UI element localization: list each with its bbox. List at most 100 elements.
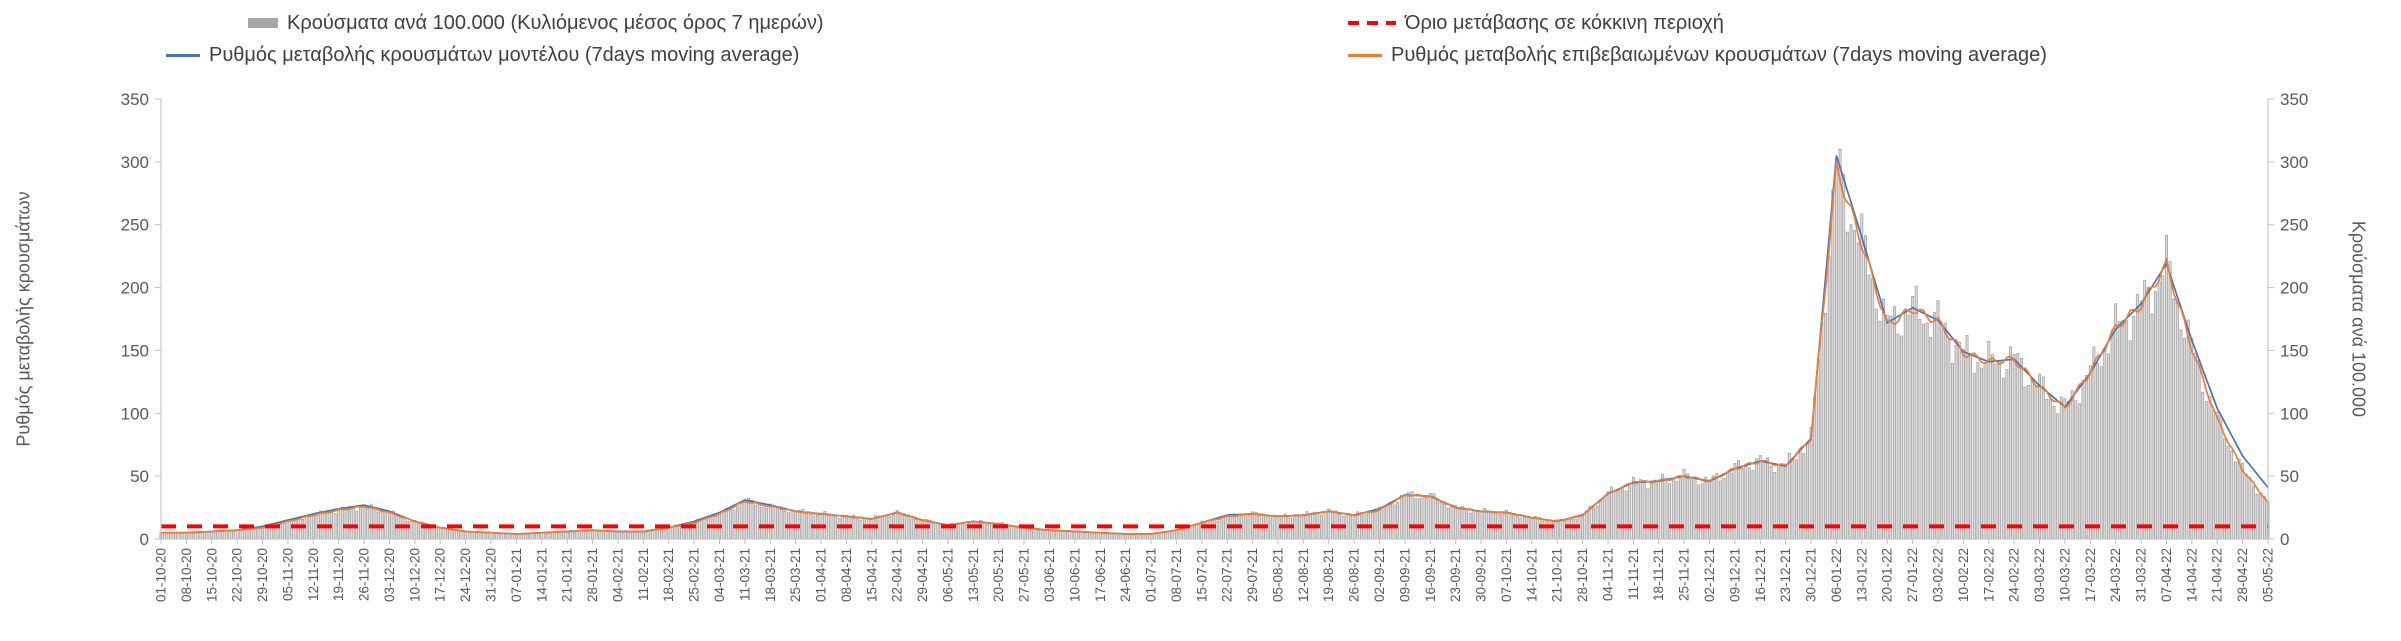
svg-text:26-08-21: 26-08-21 bbox=[1347, 548, 1362, 602]
svg-text:01-04-21: 01-04-21 bbox=[814, 548, 829, 602]
svg-text:27-05-21: 27-05-21 bbox=[1017, 548, 1032, 602]
legend-item-cases-bar: Κρούσματα ανά 100.000 (Κυλιόμενος μέσος … bbox=[248, 11, 824, 35]
svg-text:22-07-21: 22-07-21 bbox=[1220, 548, 1235, 602]
svg-text:23-09-21: 23-09-21 bbox=[1448, 548, 1463, 602]
svg-text:250: 250 bbox=[121, 216, 149, 235]
svg-text:150: 150 bbox=[121, 341, 149, 360]
svg-text:300: 300 bbox=[121, 153, 149, 172]
confirmed-rate-line bbox=[160, 161, 2269, 535]
svg-text:14-01-21: 14-01-21 bbox=[534, 548, 549, 602]
svg-text:28-01-21: 28-01-21 bbox=[585, 548, 600, 602]
svg-text:10-03-22: 10-03-22 bbox=[2057, 548, 2072, 602]
svg-text:17-12-20: 17-12-20 bbox=[433, 548, 448, 602]
svg-text:200: 200 bbox=[121, 279, 149, 298]
svg-text:29-10-20: 29-10-20 bbox=[255, 548, 270, 602]
svg-text:12-11-20: 12-11-20 bbox=[306, 548, 321, 601]
svg-text:06-01-22: 06-01-22 bbox=[1829, 548, 1844, 602]
svg-text:19-08-21: 19-08-21 bbox=[1321, 548, 1336, 602]
svg-text:16-12-21: 16-12-21 bbox=[1753, 548, 1768, 602]
svg-text:24-02-22: 24-02-22 bbox=[2007, 548, 2022, 602]
svg-text:13-05-21: 13-05-21 bbox=[966, 548, 981, 602]
svg-text:50: 50 bbox=[2280, 467, 2299, 486]
bar-series-legend-icon bbox=[248, 18, 278, 28]
svg-text:0: 0 bbox=[140, 530, 149, 549]
svg-text:09-09-21: 09-09-21 bbox=[1397, 548, 1412, 602]
svg-text:17-06-21: 17-06-21 bbox=[1093, 548, 1108, 602]
legend-item-model-rate: Ρυθμός μεταβολής κρουσμάτων μοντέλου (7d… bbox=[166, 43, 799, 67]
svg-text:01-10-20: 01-10-20 bbox=[154, 548, 169, 602]
svg-text:350: 350 bbox=[2280, 90, 2308, 109]
svg-text:07-04-22: 07-04-22 bbox=[2159, 548, 2174, 602]
svg-text:04-03-21: 04-03-21 bbox=[712, 548, 727, 602]
bars-cases-per-100k bbox=[159, 148, 2270, 540]
svg-text:05-05-22: 05-05-22 bbox=[2261, 548, 2276, 602]
svg-text:17-02-22: 17-02-22 bbox=[1981, 548, 1996, 602]
svg-text:15-07-21: 15-07-21 bbox=[1194, 548, 1209, 602]
svg-text:25-02-21: 25-02-21 bbox=[687, 548, 702, 602]
svg-text:04-11-21: 04-11-21 bbox=[1601, 548, 1616, 601]
svg-text:05-11-20: 05-11-20 bbox=[280, 548, 295, 601]
legend-label-red-threshold: Όριο μετάβασης σε κόκκινη περιοχή bbox=[1405, 12, 1724, 34]
svg-text:17-03-22: 17-03-22 bbox=[2083, 548, 2098, 602]
svg-text:11-03-21: 11-03-21 bbox=[737, 548, 752, 601]
svg-text:24-03-22: 24-03-22 bbox=[2108, 548, 2123, 602]
svg-text:10-06-21: 10-06-21 bbox=[1067, 548, 1082, 602]
svg-text:250: 250 bbox=[2280, 216, 2308, 235]
svg-text:11-02-21: 11-02-21 bbox=[636, 548, 651, 601]
svg-text:22-04-21: 22-04-21 bbox=[890, 548, 905, 602]
svg-text:10-12-20: 10-12-20 bbox=[407, 548, 422, 602]
svg-text:30-12-21: 30-12-21 bbox=[1804, 548, 1819, 602]
svg-text:11-11-21: 11-11-21 bbox=[1626, 548, 1641, 600]
legend-item-confirmed-rate: Ρυθμός μεταβολής επιβεβαιωμένων κρουσμάτ… bbox=[1348, 43, 2047, 67]
dashed-line-legend-icon bbox=[1348, 21, 1396, 25]
svg-text:15-10-20: 15-10-20 bbox=[204, 548, 219, 602]
svg-text:02-09-21: 02-09-21 bbox=[1372, 548, 1387, 602]
orange-line-legend-icon bbox=[1348, 53, 1382, 57]
svg-text:09-12-21: 09-12-21 bbox=[1727, 548, 1742, 602]
legend-item-red-threshold: Όριο μετάβασης σε κόκκινη περιοχή bbox=[1348, 11, 1724, 35]
y-axis-tick-labels: 0 0 50 50 100 100 150 150 200 200 250 250 300 300 350 3… bbox=[121, 90, 2309, 549]
svg-text:150: 150 bbox=[2280, 341, 2308, 360]
svg-text:15-04-21: 15-04-21 bbox=[864, 548, 879, 602]
svg-text:18-03-21: 18-03-21 bbox=[763, 548, 778, 602]
svg-text:03-02-22: 03-02-22 bbox=[1931, 548, 1946, 602]
svg-text:06-05-21: 06-05-21 bbox=[941, 548, 956, 602]
svg-text:24-06-21: 24-06-21 bbox=[1118, 548, 1133, 602]
svg-text:31-03-22: 31-03-22 bbox=[2134, 548, 2149, 602]
svg-text:29-04-21: 29-04-21 bbox=[915, 548, 930, 602]
svg-text:16-09-21: 16-09-21 bbox=[1423, 548, 1438, 602]
svg-text:100: 100 bbox=[2280, 404, 2308, 423]
svg-text:0: 0 bbox=[2280, 530, 2289, 549]
svg-text:25-11-21: 25-11-21 bbox=[1677, 548, 1692, 601]
svg-text:10-02-22: 10-02-22 bbox=[1956, 548, 1971, 602]
svg-text:30-09-21: 30-09-21 bbox=[1474, 548, 1489, 602]
svg-text:01-07-21: 01-07-21 bbox=[1144, 548, 1159, 602]
svg-text:29-07-21: 29-07-21 bbox=[1245, 548, 1260, 602]
legend-label-cases-bar: Κρούσματα ανά 100.000 (Κυλιόμενος μέσος … bbox=[287, 12, 824, 34]
svg-text:300: 300 bbox=[2280, 153, 2308, 172]
svg-text:26-11-20: 26-11-20 bbox=[357, 548, 372, 601]
svg-text:07-01-21: 07-01-21 bbox=[509, 548, 524, 602]
svg-text:04-02-21: 04-02-21 bbox=[610, 548, 625, 602]
svg-text:24-12-20: 24-12-20 bbox=[458, 548, 473, 602]
svg-text:05-08-21: 05-08-21 bbox=[1271, 548, 1286, 602]
svg-text:14-10-21: 14-10-21 bbox=[1524, 548, 1539, 602]
legend-label-confirmed-rate: Ρυθμός μεταβολής επιβεβαιωμένων κρουσμάτ… bbox=[1391, 44, 2047, 66]
svg-text:18-11-21: 18-11-21 bbox=[1651, 548, 1666, 601]
svg-text:28-04-22: 28-04-22 bbox=[2235, 548, 2250, 602]
svg-text:100: 100 bbox=[121, 404, 149, 423]
svg-text:19-11-20: 19-11-20 bbox=[331, 548, 346, 601]
x-axis-date-labels: 01-10-20 08-10-20 15-10-20 22-10-20 29-10-20… bbox=[154, 548, 2276, 602]
svg-text:03-03-22: 03-03-22 bbox=[2032, 548, 2047, 602]
svg-text:03-12-20: 03-12-20 bbox=[382, 548, 397, 602]
svg-text:20-05-21: 20-05-21 bbox=[991, 548, 1006, 602]
svg-text:25-03-21: 25-03-21 bbox=[788, 548, 803, 602]
svg-text:21-10-21: 21-10-21 bbox=[1550, 548, 1565, 602]
svg-text:14-04-22: 14-04-22 bbox=[2184, 548, 2199, 602]
svg-text:27-01-22: 27-01-22 bbox=[1905, 548, 1920, 602]
svg-text:07-10-21: 07-10-21 bbox=[1499, 548, 1514, 602]
svg-text:03-06-21: 03-06-21 bbox=[1042, 548, 1057, 602]
svg-text:21-04-22: 21-04-22 bbox=[2210, 548, 2225, 602]
